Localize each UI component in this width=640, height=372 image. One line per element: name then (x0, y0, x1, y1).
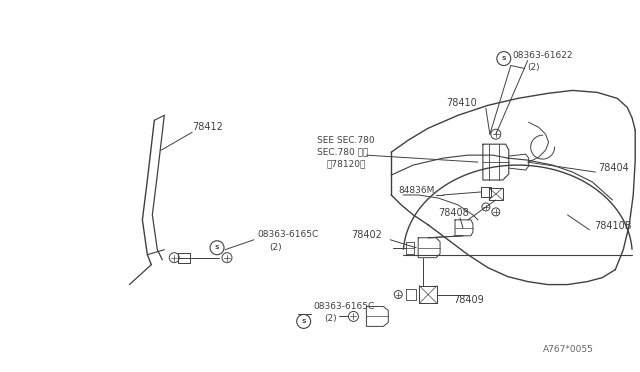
Text: SEC.780 参照: SEC.780 参照 (317, 148, 368, 157)
Text: (2): (2) (528, 63, 540, 72)
Text: 78408: 78408 (438, 208, 469, 218)
Text: S: S (502, 56, 506, 61)
Text: A767*0055: A767*0055 (543, 345, 593, 354)
Text: 78404: 78404 (598, 163, 629, 173)
Text: 78410: 78410 (446, 98, 477, 108)
Text: 78409: 78409 (453, 295, 484, 305)
Text: 78410B: 78410B (595, 221, 632, 231)
Text: 84836M: 84836M (398, 186, 435, 195)
Text: (2): (2) (324, 314, 337, 323)
Text: 08363-6165C: 08363-6165C (257, 230, 318, 239)
Text: S: S (215, 245, 220, 250)
Text: 08363-61622: 08363-61622 (513, 51, 573, 60)
Text: (2): (2) (269, 243, 282, 252)
Text: 78412: 78412 (192, 122, 223, 132)
Text: 78402: 78402 (351, 230, 382, 240)
Text: 〈78120〉: 〈78120〉 (326, 160, 366, 169)
Text: S: S (301, 319, 306, 324)
Text: SEE SEC.780: SEE SEC.780 (317, 136, 374, 145)
Text: 08363-6165C: 08363-6165C (314, 302, 375, 311)
